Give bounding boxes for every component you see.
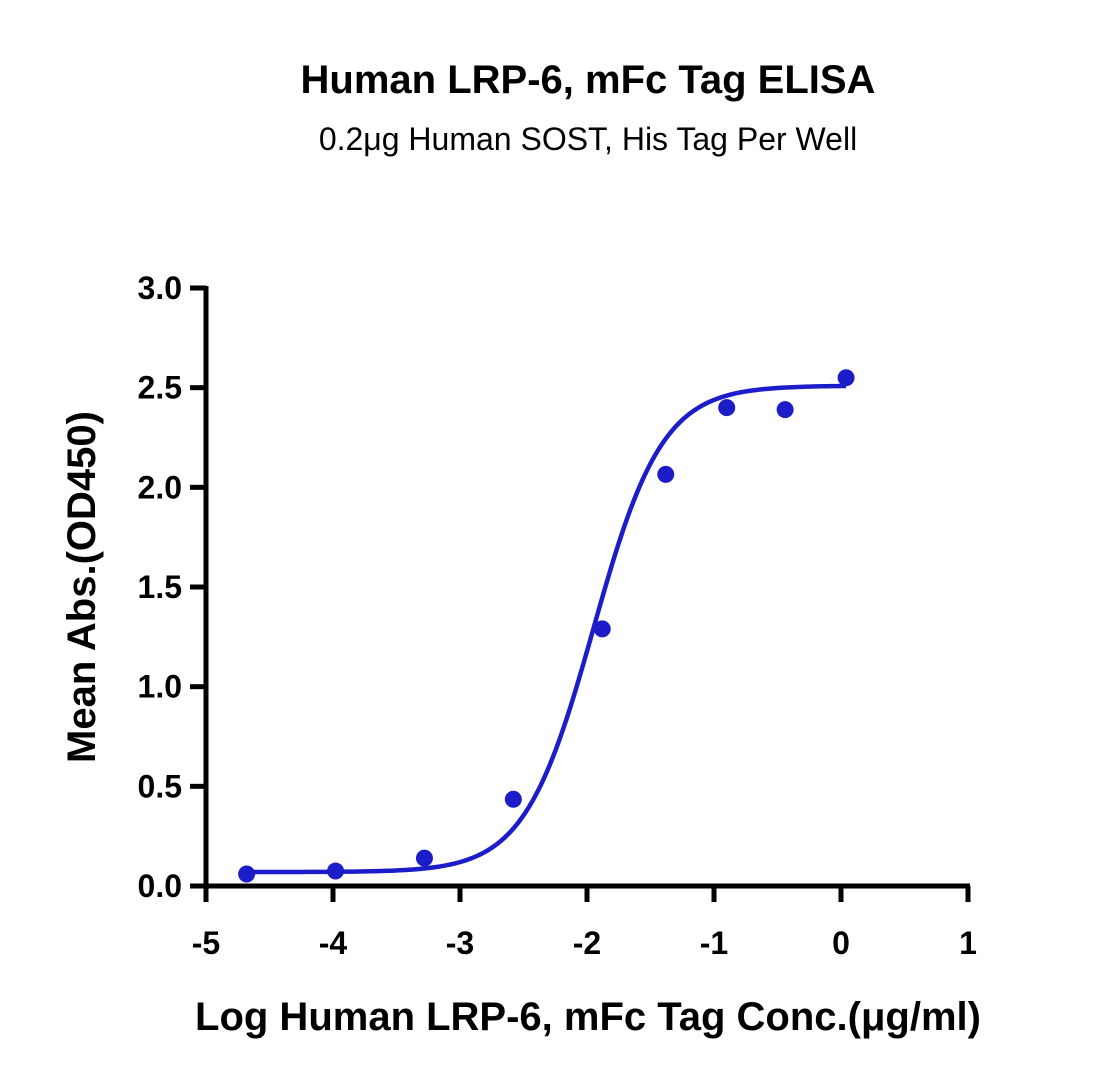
data-point [238,865,256,883]
y-tick-label: 0.0 [138,868,182,904]
y-axis-label: Mean Abs.(OD450) [60,411,104,763]
y-tick-label: 2.0 [138,469,182,505]
chart-title: Human LRP-6, mFc Tag ELISA [301,58,876,102]
x-axis-label: Log Human LRP-6, mFc Tag Conc.(μg/ml) [195,995,981,1039]
x-tick-label: -2 [573,925,601,961]
x-tick-label: -1 [700,925,728,961]
data-point [415,849,433,867]
y-tick-label: 2.5 [138,370,182,406]
y-tick-label: 0.5 [138,768,182,804]
x-axis-ticks: -5 -4 -3 -2 -1 0 1 [192,886,977,961]
x-tick-label: -5 [192,925,220,961]
chart-subtitle: 0.2μg Human SOST, His Tag Per Well [319,121,857,157]
data-point [837,369,855,387]
x-tick-label: 0 [832,925,850,961]
data-point [776,401,794,419]
x-tick-label: -4 [319,925,348,961]
data-point [593,620,611,638]
data-point [657,465,675,483]
y-axis-ticks: 0.0 0.5 1.0 1.5 2.0 2.5 3.0 [138,270,206,904]
data-points [238,369,855,883]
y-tick-label: 1.5 [138,569,182,605]
fit-curve [246,383,847,875]
x-tick-label: -3 [446,925,474,961]
data-point [327,862,345,880]
x-tick-label: 1 [959,925,977,961]
y-tick-label: 1.0 [138,669,182,705]
data-point [718,399,736,417]
y-tick-label: 3.0 [138,270,182,306]
plot-area: 0.0 0.5 1.0 1.5 2.0 2.5 3.0 -5 -4 -3 -2 -1 0 1 [138,270,977,961]
data-point [504,790,522,808]
